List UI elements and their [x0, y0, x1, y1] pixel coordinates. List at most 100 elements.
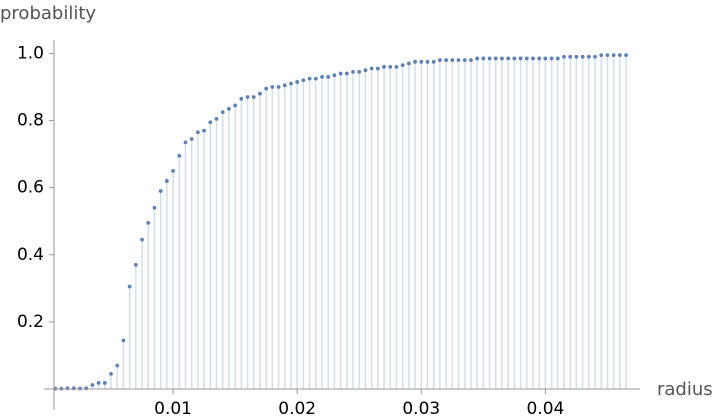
point	[469, 58, 473, 63]
point	[413, 59, 417, 64]
point	[270, 85, 275, 89]
point	[189, 137, 194, 141]
point	[599, 53, 604, 58]
point	[320, 75, 324, 79]
point	[586, 54, 591, 59]
y-tick-label: 0.6	[17, 178, 44, 198]
point	[624, 53, 628, 58]
point	[462, 58, 467, 63]
point	[450, 58, 455, 63]
y-tick-label: 0.4	[17, 245, 44, 265]
point	[158, 189, 163, 193]
point	[295, 80, 300, 84]
point	[121, 338, 126, 343]
point	[264, 86, 269, 91]
point	[493, 56, 498, 61]
point	[456, 58, 461, 63]
point	[543, 56, 548, 61]
point	[276, 85, 281, 89]
point	[475, 56, 480, 61]
x-tick-label: 0.01	[154, 399, 192, 419]
point	[214, 116, 219, 121]
point	[146, 220, 151, 225]
point	[183, 140, 188, 145]
point	[512, 56, 517, 61]
point	[549, 56, 554, 61]
point	[438, 58, 442, 63]
point	[152, 205, 157, 210]
point	[394, 64, 399, 69]
point	[202, 128, 207, 133]
point	[233, 103, 238, 108]
point	[344, 71, 349, 76]
point	[326, 75, 331, 79]
x-axis-label: radius	[657, 379, 713, 400]
y-tick-label: 0.2	[17, 312, 44, 332]
point	[338, 71, 343, 76]
y-tick-label: 0.8	[17, 111, 44, 131]
x-tick-label: 0.02	[278, 399, 316, 419]
point	[171, 168, 175, 173]
point	[282, 83, 287, 88]
point	[406, 61, 411, 66]
y-axis-label: probability	[0, 3, 96, 24]
point	[605, 53, 610, 58]
point	[109, 371, 113, 376]
point	[375, 66, 380, 71]
point	[177, 153, 182, 158]
point	[363, 68, 368, 73]
point	[71, 386, 76, 391]
point	[419, 59, 424, 64]
point	[115, 363, 120, 368]
point	[611, 53, 616, 58]
point	[65, 386, 70, 391]
point	[400, 63, 405, 68]
point	[351, 69, 355, 74]
point	[258, 91, 262, 96]
point	[195, 130, 200, 135]
point	[289, 81, 293, 86]
point	[140, 237, 144, 242]
point	[531, 56, 535, 61]
point	[164, 179, 169, 183]
y-tick-label: 1.0	[17, 43, 44, 63]
point	[555, 56, 560, 61]
point	[369, 66, 374, 71]
point	[332, 73, 337, 78]
point	[313, 76, 318, 81]
point	[127, 284, 132, 289]
point	[251, 95, 256, 99]
point	[568, 54, 573, 59]
point	[227, 106, 231, 111]
x-tick-label: 0.03	[402, 399, 440, 419]
point	[518, 56, 523, 61]
point	[245, 95, 250, 99]
x-tick-label: 0.04	[526, 399, 564, 419]
point	[617, 53, 622, 58]
point	[580, 54, 585, 59]
point	[425, 59, 430, 64]
point	[102, 381, 107, 385]
point	[239, 96, 244, 101]
point	[431, 59, 436, 64]
point	[524, 56, 529, 61]
point	[487, 56, 492, 61]
point	[500, 56, 504, 61]
point	[574, 54, 579, 59]
point	[301, 78, 306, 83]
point	[208, 120, 213, 125]
point	[562, 54, 566, 59]
point	[357, 69, 362, 74]
point	[444, 58, 449, 63]
point	[96, 381, 101, 385]
point	[133, 262, 138, 267]
point	[537, 56, 542, 61]
point	[593, 54, 597, 59]
point	[84, 386, 89, 391]
point	[307, 76, 312, 81]
point	[481, 56, 486, 61]
point	[220, 110, 225, 115]
point	[388, 64, 393, 69]
point	[90, 383, 95, 387]
